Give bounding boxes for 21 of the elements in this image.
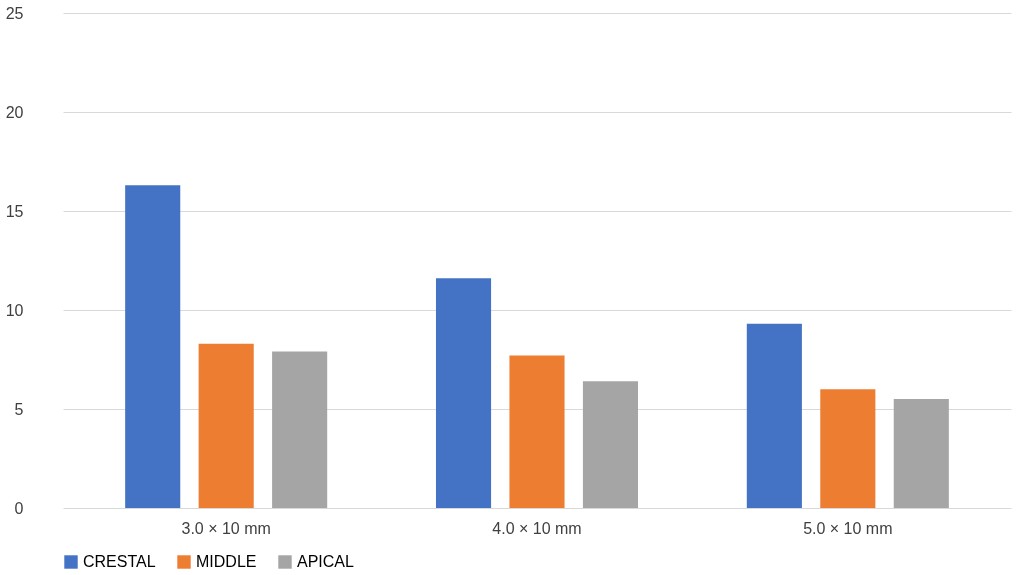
bar: [198, 343, 254, 508]
bar: [435, 278, 492, 508]
bar: [746, 323, 802, 508]
legend-label: APICAL: [297, 553, 355, 570]
y-tick-label: 15: [5, 202, 24, 220]
bar: [820, 389, 876, 508]
bar: [125, 185, 181, 508]
y-tick-label: 20: [5, 103, 24, 121]
x-tick-label: 3.0 × 10 mm: [181, 519, 271, 537]
bar: [582, 381, 639, 508]
y-tick-label: 10: [5, 301, 24, 319]
legend-label: CRESTAL: [83, 553, 156, 570]
legend-label: MIDDLE: [196, 553, 257, 570]
y-tick-label: 5: [14, 400, 24, 418]
y-tick-label: 0: [14, 499, 24, 517]
bar: [893, 399, 949, 508]
y-tick-label: 25: [5, 4, 24, 22]
bar: [509, 355, 565, 508]
x-tick-label: 4.0 × 10 mm: [492, 519, 582, 537]
bar: [272, 351, 328, 508]
x-tick-label: 5.0 × 10 mm: [803, 519, 893, 537]
